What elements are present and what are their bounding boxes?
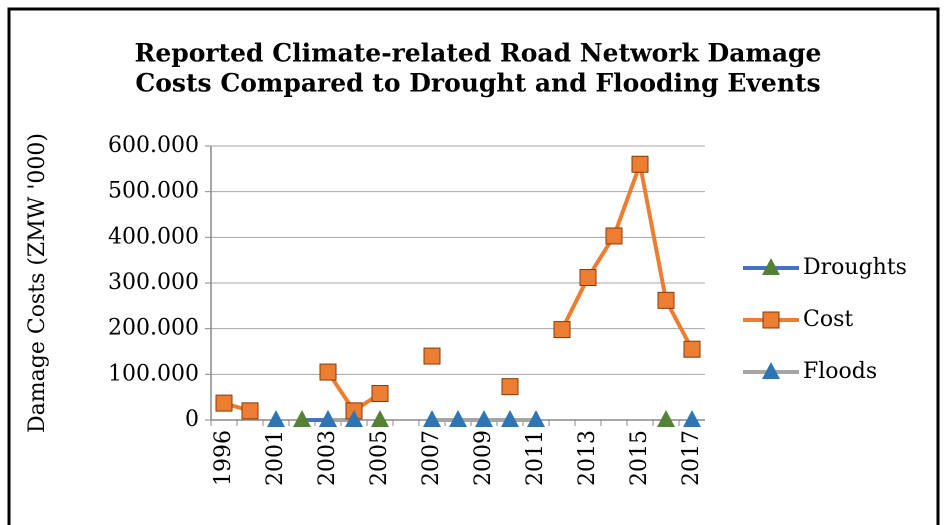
data-point xyxy=(449,410,467,427)
chart-title: Costs Compared to Drought and Flooding E… xyxy=(135,69,820,98)
y-tick-label: 0 xyxy=(185,407,199,432)
data-point xyxy=(631,155,649,173)
data-point xyxy=(423,410,441,427)
data-point xyxy=(501,410,519,427)
data-point xyxy=(371,385,389,403)
data-point xyxy=(683,410,701,427)
y-tick-label: 200.000 xyxy=(108,316,199,341)
data-point xyxy=(345,410,363,427)
data-point xyxy=(657,410,675,427)
x-tick-label: 2011 xyxy=(523,430,548,486)
data-point xyxy=(319,363,337,381)
data-point xyxy=(527,410,545,427)
data-point xyxy=(683,340,701,358)
x-tick-label: 2009 xyxy=(471,430,496,486)
data-point xyxy=(579,269,597,287)
y-tick-label: 100.000 xyxy=(108,361,199,386)
data-point xyxy=(267,410,285,427)
y-tick-label: 600.000 xyxy=(108,133,199,158)
y-axis-title: Damage Costs (ZMW '000) xyxy=(25,133,50,433)
legend-marker xyxy=(762,258,780,275)
legend-marker xyxy=(762,362,780,379)
data-point xyxy=(501,378,519,396)
x-tick-label: 2001 xyxy=(263,430,288,486)
x-tick-label: 2015 xyxy=(627,430,652,486)
x-tick-label: 2005 xyxy=(367,430,392,486)
data-point xyxy=(657,291,675,309)
legend-label: Floods xyxy=(803,359,877,384)
y-tick-label: 400.000 xyxy=(108,224,199,249)
x-tick-label: 2007 xyxy=(419,430,444,486)
data-point xyxy=(371,410,389,427)
data-point xyxy=(553,321,571,339)
data-point xyxy=(605,227,623,245)
x-tick-label: 1996 xyxy=(211,430,236,486)
data-point xyxy=(475,410,493,427)
data-point xyxy=(319,410,337,427)
chart-title: Reported Climate-related Road Network Da… xyxy=(135,39,822,68)
x-tick-label: 2017 xyxy=(679,430,704,486)
x-tick-label: 2003 xyxy=(315,430,340,486)
data-point xyxy=(241,402,259,420)
data-point xyxy=(423,347,441,365)
legend-label: Cost xyxy=(803,307,853,332)
x-tick-label: 2013 xyxy=(575,430,600,486)
y-tick-label: 500.000 xyxy=(108,179,199,204)
y-tick-label: 300.000 xyxy=(108,270,199,295)
data-point xyxy=(293,410,311,427)
legend-label: Droughts xyxy=(803,255,907,280)
data-point xyxy=(215,394,233,412)
legend-marker xyxy=(762,311,780,329)
